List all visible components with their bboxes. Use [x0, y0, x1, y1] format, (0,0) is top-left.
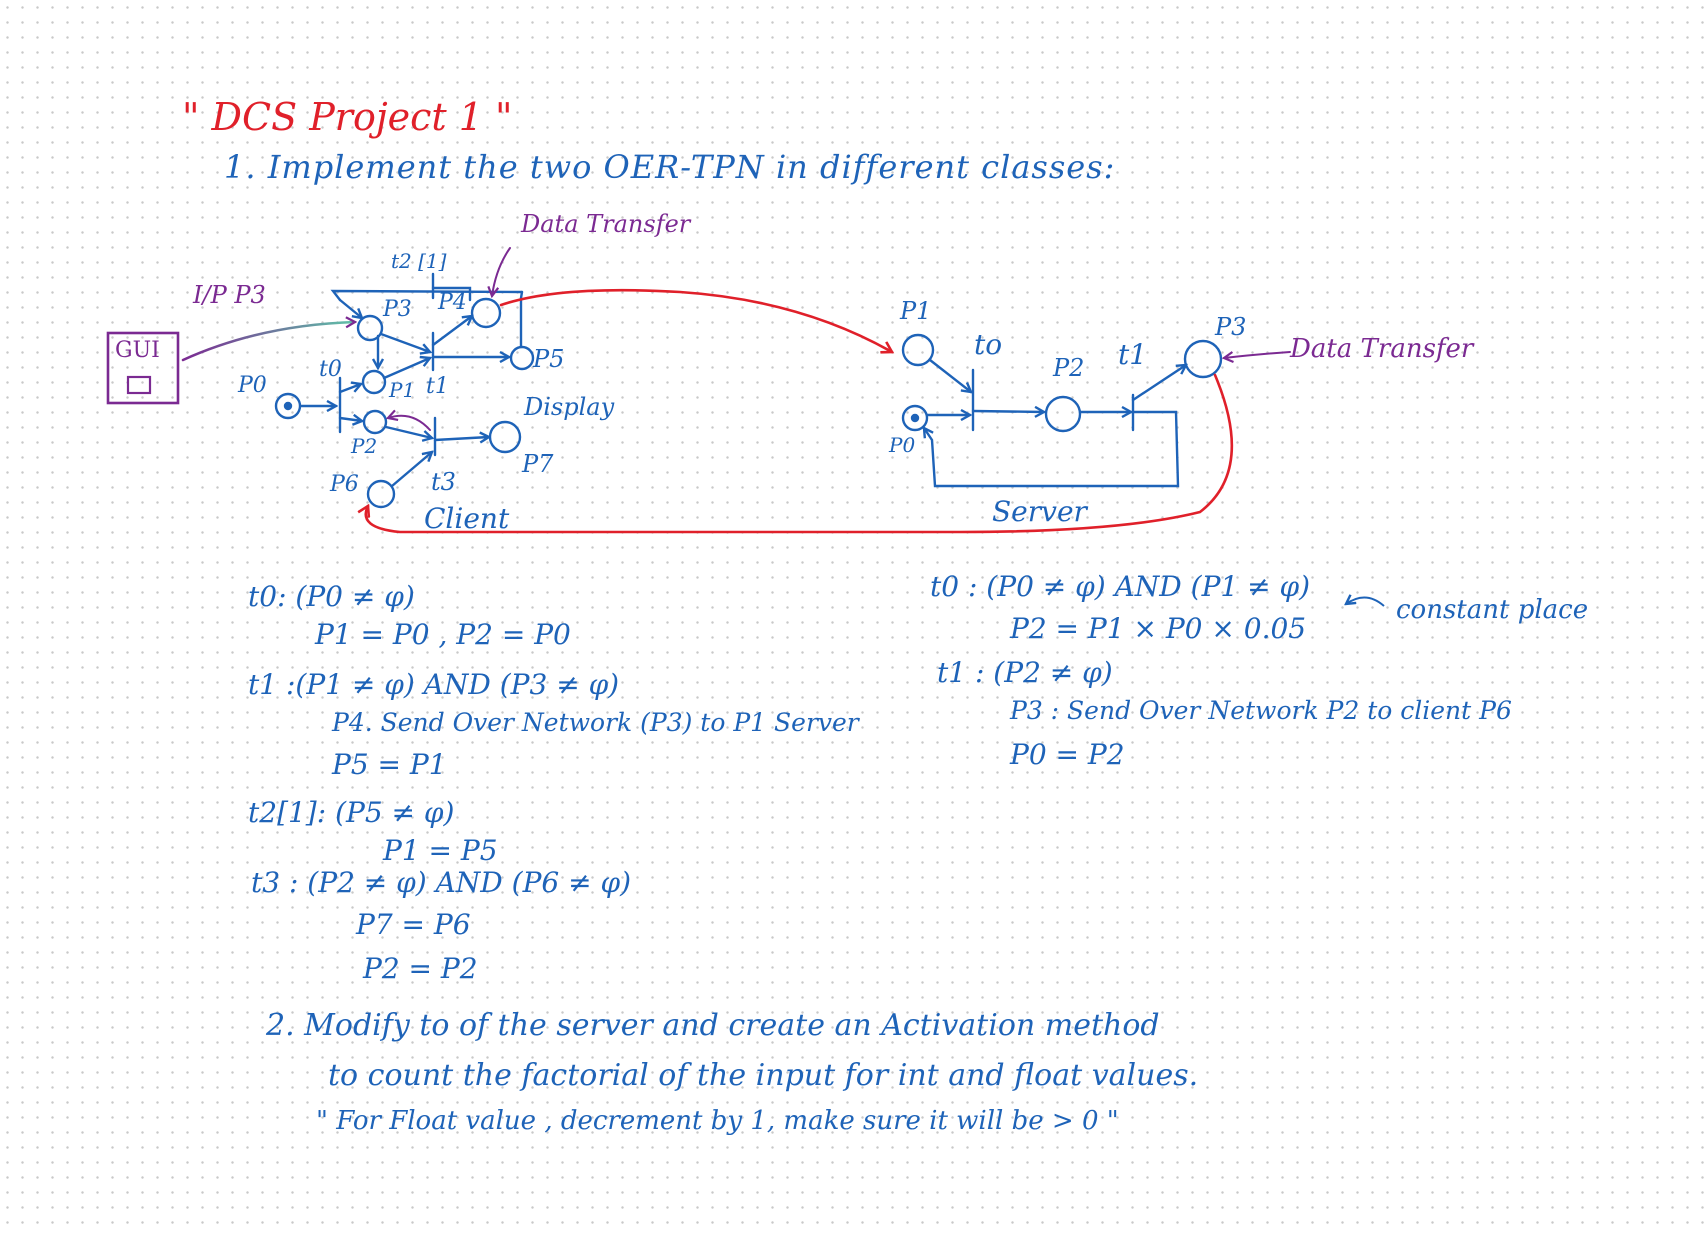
client-rule: P1 = P0 , P2 = P0: [315, 618, 571, 651]
client-place-p7: [488, 420, 522, 454]
server-petri-net: [901, 333, 1291, 488]
client-place-p5: [509, 345, 535, 371]
server-place-p3: [1183, 339, 1223, 379]
client-label-t0: t0: [319, 357, 342, 382]
network-arc-server-to-client: [366, 373, 1234, 534]
client-rule: t3 : (P2 ≠ φ) AND (P6 ≠ φ): [251, 866, 632, 899]
server-rule: P0 = P2: [1010, 738, 1125, 771]
client-label-p5: P5: [533, 345, 565, 373]
server-place-p1: [901, 333, 935, 367]
server-caption: Server: [992, 495, 1087, 528]
client-place-p2: [362, 409, 388, 435]
server-label-p3: P3: [1215, 313, 1247, 341]
client-place-p1: [361, 369, 387, 395]
client-place-p6: [366, 479, 396, 509]
network-links: [366, 288, 1234, 534]
client-label-t1: t1: [426, 374, 449, 399]
server-label-p1: P1: [900, 297, 932, 325]
task-2-line: " For Float value , decrement by 1, make…: [316, 1106, 1119, 1136]
client-label-p3: P3: [383, 297, 412, 322]
gui-inner-box: [126, 375, 152, 395]
client-label-t2: t2 [1]: [391, 249, 447, 273]
server-label-p0: P0: [889, 433, 916, 457]
client-rule: t0: (P0 ≠ φ): [248, 580, 415, 613]
server-rule: P3 : Send Over Network P2 to client P6: [1010, 696, 1512, 725]
server-rule: t0 : (P0 ≠ φ) AND (P1 ≠ φ): [930, 570, 1311, 603]
client-rule: t1 :(P1 ≠ φ) AND (P3 ≠ φ): [248, 668, 620, 701]
server-data-transfer-label: Data Transfer: [1290, 334, 1474, 364]
client-place-p3: [356, 314, 384, 342]
server-label-p2: P2: [1053, 354, 1085, 382]
task-2-line: to count the factorial of the input for …: [328, 1058, 1199, 1093]
client-rule: P1 = P5: [383, 834, 498, 867]
client-label-p2: P2: [351, 434, 378, 458]
client-rule: P7 = P6: [356, 908, 471, 941]
constant-place-arrow: [1346, 597, 1385, 607]
server-rule: t1 : (P2 ≠ φ): [937, 656, 1113, 689]
client-token-p0: [283, 401, 293, 411]
page-title: " DCS Project 1 ": [182, 95, 513, 139]
client-label-p4: P4: [438, 290, 467, 315]
server-place-p2: [1044, 395, 1082, 433]
client-rule: P2 = P2: [363, 952, 478, 985]
client-label-p7: P7: [522, 450, 554, 478]
server-label-t0: to: [974, 328, 1003, 361]
client-display-label: Display: [524, 393, 615, 421]
task-2-line: 2. Modify to of the server and create an…: [266, 1008, 1160, 1043]
gui-box: [106, 331, 180, 405]
client-caption: Client: [424, 502, 510, 535]
server-place-p0: [901, 404, 929, 432]
client-data-transfer-label: Data Transfer: [521, 210, 691, 238]
client-label-p6: P6: [330, 472, 359, 497]
task-1-heading: 1. Implement the two OER-TPN in differen…: [224, 148, 1116, 186]
client-label-p1: P1: [389, 378, 416, 402]
server-rule: P2 = P1 × P0 × 0.05: [1010, 612, 1307, 645]
client-rule: P4. Send Over Network (P3) to P1 Server: [332, 708, 859, 737]
gui-label: GUI: [115, 338, 160, 363]
network-arc-client-to-server: [499, 288, 892, 352]
client-label-t3: t3: [431, 468, 456, 496]
client-place-p4: [470, 297, 502, 329]
client-label-p0: P0: [238, 373, 267, 398]
server-label-t1: t1: [1118, 338, 1148, 371]
server-token-p0: [910, 413, 920, 423]
client-petri-net: [106, 247, 535, 509]
gui-input-arrow: [181, 322, 355, 362]
client-rule: t2[1]: (P5 ≠ φ): [248, 796, 455, 829]
client-rule: P5 = P1: [332, 748, 447, 781]
constant-place-note: constant place: [1396, 595, 1589, 625]
input-p3-label: I/P P3: [193, 281, 266, 309]
